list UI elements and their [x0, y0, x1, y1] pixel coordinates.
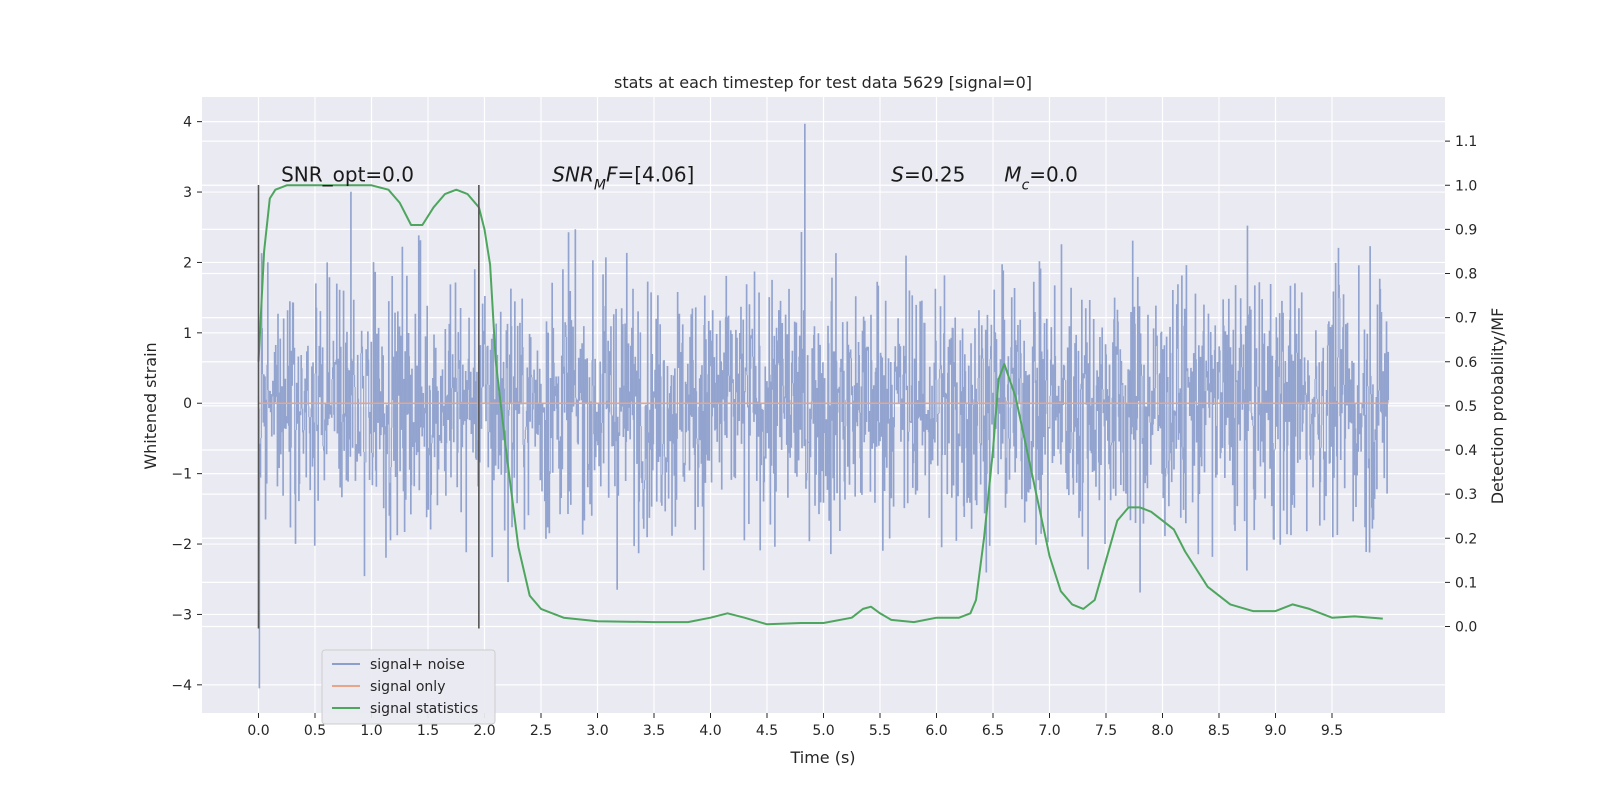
y2-tick-label-10: 0.1 — [1455, 575, 1477, 591]
x-tick-label-1: 0.5 — [304, 723, 326, 739]
x-tick-label-9: 4.5 — [756, 723, 778, 739]
y-tick-label-6: −2 — [171, 537, 192, 553]
x-tick-label-7: 3.5 — [643, 723, 665, 739]
y2-tick-label-4: 0.7 — [1455, 311, 1477, 327]
annotation-3-part-2: =0.0 — [1029, 162, 1078, 186]
y2-tick-label-5: 0.6 — [1455, 355, 1477, 371]
annotation-3: Mc=0.0 — [1004, 162, 1078, 193]
annotation-1-part-2: F — [606, 162, 618, 186]
y2-tick-label-3: 0.8 — [1455, 267, 1477, 283]
y-tick-label-8: −4 — [171, 678, 192, 694]
x-tick-label-10: 5.0 — [812, 723, 834, 739]
legend-label-signal-only: signal only — [370, 679, 445, 695]
x-tick-label-11: 5.5 — [869, 723, 891, 739]
annotation-2: S=0.25 — [891, 162, 965, 186]
chart-title: stats at each timestep for test data 562… — [614, 73, 1032, 92]
vertical-lines — [257, 185, 480, 629]
y2-tick-label-0: 1.1 — [1455, 134, 1477, 150]
x-tick-label-13: 6.5 — [982, 723, 1004, 739]
line-series — [257, 184, 1389, 626]
x-tick-label-12: 6.0 — [925, 723, 947, 739]
y2-tick-label-2: 0.9 — [1455, 222, 1477, 238]
annotation-1-part-0: SNR — [552, 162, 594, 186]
annotation-2-part-0: S — [891, 162, 904, 186]
x-tick-label-16: 8.0 — [1151, 723, 1173, 739]
legend-label-signal-statistics: signal statistics — [370, 701, 478, 717]
x-tick-label-19: 9.5 — [1321, 723, 1343, 739]
annotation-1-part-1: M — [594, 177, 606, 193]
x-tick-label-15: 7.5 — [1095, 723, 1117, 739]
y2-axis-ticks: 1.1 1.0 0.9 0.8 0.7 0.6 0.5 0.4 0.3 0.2 0.1 0.0 — [1445, 134, 1477, 636]
legend: signal+ noise signal only signal statist… — [321, 649, 496, 725]
x-axis-ticks: 0.0 0.5 1.0 1.5 2.0 2.5 3.0 3.5 4.0 4.5 5.0 5.5 6.0 6… — [247, 713, 1343, 739]
y-axis-ticks: 4 3 2 1 0 −1 −2 −3 −4 — [171, 115, 202, 694]
y-tick-label-1: 3 — [183, 185, 192, 201]
legend-box — [321, 649, 496, 725]
x-tick-label-18: 9.0 — [1264, 723, 1286, 739]
annotation-1-part-3: =[4.06] — [617, 162, 694, 186]
x-tick-label-2: 1.0 — [360, 723, 382, 739]
y-tick-label-5: −1 — [171, 467, 192, 483]
y-axis-label: Whitened strain — [141, 342, 160, 469]
x-axis-label: Time (s) — [789, 748, 855, 767]
y2-tick-label-11: 0.0 — [1455, 620, 1477, 636]
y2-axis-label: Detection probability/MF — [1488, 308, 1507, 505]
x-tick-label-0: 0.0 — [247, 723, 269, 739]
annotation-1: SNRMF=[4.06] — [552, 162, 694, 193]
y2-tick-label-7: 0.4 — [1455, 443, 1477, 459]
annotation-3-part-0: M — [1004, 162, 1021, 186]
y2-tick-label-6: 0.5 — [1455, 399, 1477, 415]
x-tick-label-6: 3.0 — [586, 723, 608, 739]
y-tick-label-4: 0 — [183, 396, 192, 412]
annotation-3-part-1: c — [1022, 177, 1030, 193]
y-tick-label-0: 4 — [183, 115, 192, 131]
y2-tick-label-1: 1.0 — [1455, 178, 1477, 194]
y-tick-label-3: 1 — [183, 326, 192, 342]
legend-label-signal-noise: signal+ noise — [370, 657, 465, 673]
x-tick-label-8: 4.0 — [699, 723, 721, 739]
x-tick-label-14: 7.0 — [1038, 723, 1060, 739]
y-tick-label-7: −3 — [171, 607, 192, 623]
y-tick-label-2: 2 — [183, 255, 192, 271]
annotations: SNR_opt=0.0 SNRMF=[4.06] S=0.25 Mc=0.0 — [281, 162, 1078, 193]
y2-tick-label-8: 0.3 — [1455, 487, 1477, 503]
y2-tick-label-9: 0.2 — [1455, 531, 1477, 547]
x-tick-label-4: 2.0 — [473, 723, 495, 739]
series-line-2 — [257, 184, 1383, 626]
x-tick-label-5: 2.5 — [530, 723, 552, 739]
x-tick-label-17: 8.5 — [1208, 723, 1230, 739]
annotation-0-part-0: SNR_opt=0.0 — [281, 162, 414, 186]
x-tick-label-3: 1.5 — [417, 723, 439, 739]
annotation-2-part-1: =0.25 — [904, 162, 965, 186]
annotation-0: SNR_opt=0.0 — [281, 162, 414, 186]
